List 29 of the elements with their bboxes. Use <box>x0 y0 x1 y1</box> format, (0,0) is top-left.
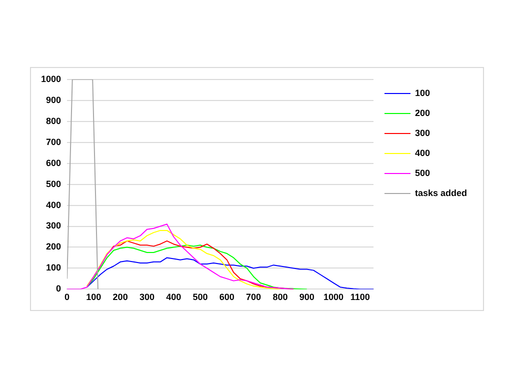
legend-label: tasks added <box>414 188 468 198</box>
x-tick-label: 0 <box>64 292 70 302</box>
y-tick-label: 400 <box>46 200 62 210</box>
y-tick-label: 900 <box>46 94 62 105</box>
y-tick-label: 500 <box>46 178 62 189</box>
x-tick-label: 600 <box>219 292 234 302</box>
y-tick-label: 0 <box>56 284 62 294</box>
x-tick-label: 800 <box>272 292 288 302</box>
legend-label: 300 <box>414 128 430 138</box>
legend-label: 200 <box>414 108 430 118</box>
y-tick-label: 1000 <box>40 74 62 84</box>
y-tick-label: 300 <box>46 220 62 231</box>
x-tick-label: 100 <box>86 292 102 302</box>
y-tick-label: 200 <box>46 242 62 252</box>
x-tick-label: 500 <box>192 292 208 302</box>
y-tick-label: 100 <box>46 262 62 273</box>
y-tick-label: 800 <box>46 116 62 126</box>
y-tick-label: 600 <box>46 158 62 168</box>
x-tick-label: 900 <box>299 292 314 302</box>
x-tick-label: 1000 <box>323 292 344 302</box>
x-tick-label: 1100 <box>350 292 370 302</box>
legend-label: 100 <box>414 88 430 98</box>
y-tick-label: 700 <box>46 136 62 147</box>
legend-label: 400 <box>414 148 430 158</box>
x-tick-label: 200 <box>112 292 128 302</box>
legend-label: 500 <box>414 168 430 178</box>
x-tick-label: 400 <box>166 292 182 302</box>
x-tick-label: 300 <box>139 292 154 302</box>
x-tick-label: 700 <box>246 292 262 302</box>
